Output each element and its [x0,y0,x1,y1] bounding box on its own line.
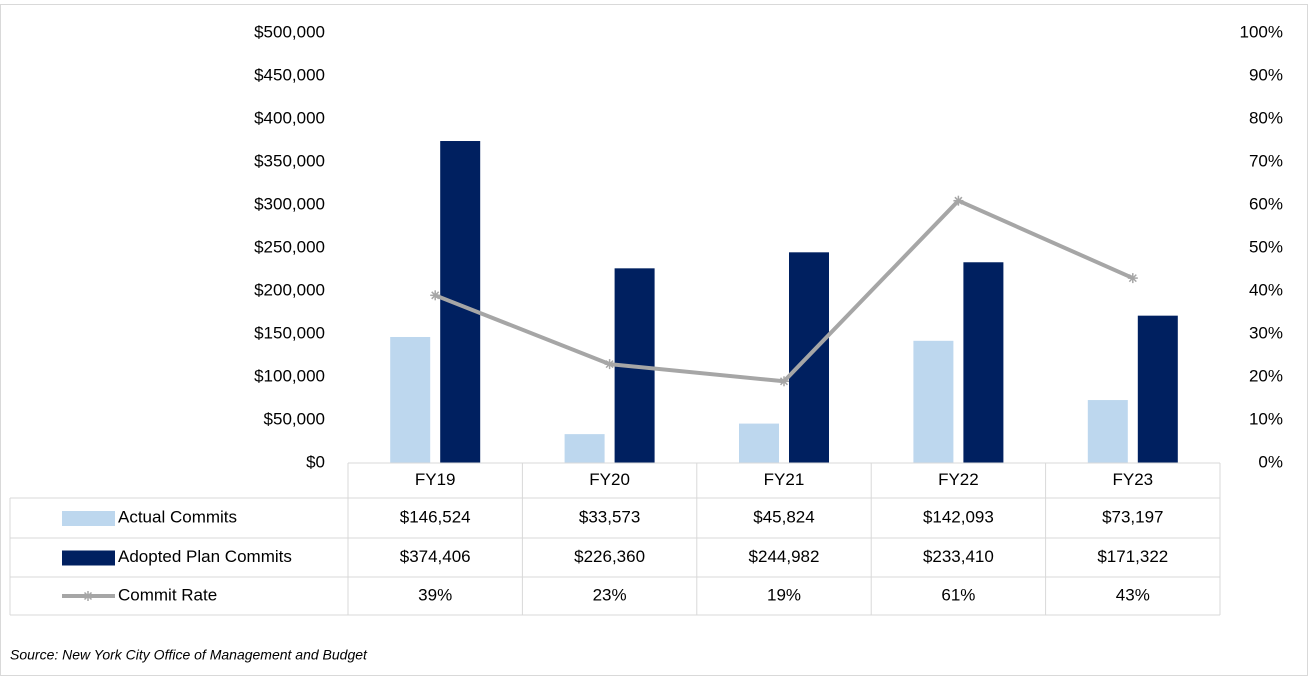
table-cell: $233,410 [923,547,994,566]
y2-tick-label: 40% [1249,280,1283,299]
y2-tick-label: 50% [1249,237,1283,256]
line-marker [953,195,964,206]
legend-marker [83,591,93,601]
table-cell: $33,573 [579,507,640,526]
legend-label: Commit Rate [118,585,217,604]
table-cell: $171,322 [1097,547,1168,566]
table-cell: 61% [941,585,975,604]
table-cell: 43% [1116,585,1150,604]
y2-tick-label: 80% [1249,108,1283,127]
bar [1087,400,1128,463]
y-tick-label: $100,000 [254,366,325,385]
y-tick-label: $250,000 [254,237,325,256]
y-tick-label: $0 [306,452,325,471]
table-cell: $73,197 [1102,507,1163,526]
y-tick-label: $450,000 [254,65,325,84]
source-note: Source: New York City Office of Manageme… [10,647,368,663]
table-cell: $374,406 [400,547,471,566]
y-tick-label: $300,000 [254,194,325,213]
table-cell: $45,824 [753,507,814,526]
y-tick-label: $200,000 [254,280,325,299]
table-cell: 19% [767,585,801,604]
y-tick-label: $150,000 [254,323,325,342]
table-cell: $146,524 [400,507,471,526]
line-marker [1127,273,1138,284]
legend-swatch [62,511,115,526]
y2-tick-label: 100% [1240,22,1283,41]
bar [739,423,779,463]
bar [1137,315,1178,463]
table-cell: $244,982 [749,547,820,566]
table-cell: $142,093 [923,507,994,526]
x-tick-label: FY20 [589,470,630,489]
line-marker [430,290,441,301]
y2-tick-label: 90% [1249,65,1283,84]
bar [390,336,431,463]
line [434,198,1134,384]
y-tick-label: $500,000 [254,22,325,41]
x-tick-label: FY23 [1112,470,1153,489]
x-tick-label: FY19 [415,470,456,489]
y2-tick-label: 10% [1249,409,1283,428]
legend-label: Adopted Plan Commits [118,547,292,566]
y-tick-label: $350,000 [254,151,325,170]
table-cell: 23% [593,585,627,604]
y2-tick-label: 0% [1258,452,1283,471]
x-tick-label: FY22 [938,470,979,489]
y-tick-label: $50,000 [264,409,325,428]
bar [440,141,481,463]
table-cell: $226,360 [574,547,645,566]
y-tick-label: $400,000 [254,108,325,127]
y2-tick-label: 70% [1249,151,1283,170]
line-marker [604,359,615,370]
table-cell: 39% [418,585,452,604]
line-marker [779,376,789,387]
legend-swatch [62,550,115,566]
bar [913,340,954,463]
x-tick-label: FY21 [764,470,805,489]
y2-tick-label: 60% [1249,194,1283,213]
legend-label: Actual Commits [118,507,237,526]
bar [963,262,1004,463]
y2-tick-label: 30% [1249,323,1283,342]
y2-tick-label: 20% [1249,366,1283,385]
bar [564,434,605,463]
